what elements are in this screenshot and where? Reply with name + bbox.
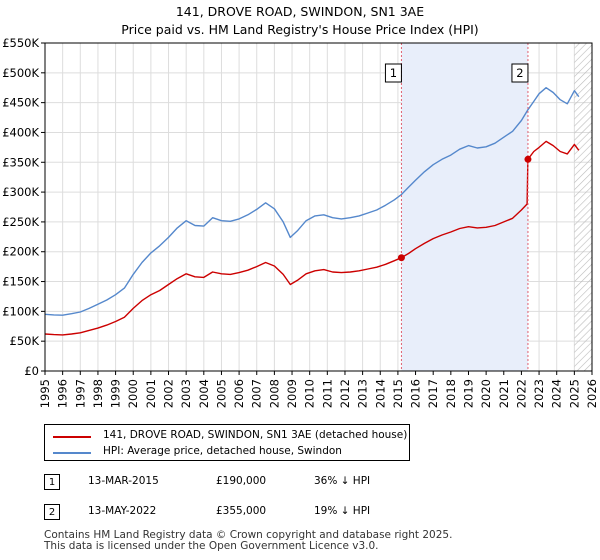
transaction-number: 2 [44, 504, 60, 520]
sale-marker-label: 1 [390, 66, 397, 80]
transaction-date: 13-MAR-2015 [88, 475, 159, 487]
y-tick-label: £450K [2, 96, 39, 110]
hpi-line [45, 87, 580, 316]
x-tick-label: 2019 [461, 379, 475, 408]
x-tick-label: 2015 [391, 379, 405, 408]
sale-marker-box [384, 63, 402, 83]
x-tick-label: 2008 [267, 379, 281, 408]
x-tick-label: 1997 [73, 379, 87, 408]
sale-point [397, 254, 405, 262]
x-tick-label: 2000 [126, 379, 140, 408]
x-tick-label: 2001 [144, 379, 158, 408]
transaction-price: £190,000 [216, 475, 267, 487]
y-tick-label: £400K [2, 125, 39, 139]
x-tick-label: 2005 [214, 379, 228, 408]
x-tick-label: 2002 [162, 379, 176, 408]
footer-license: This data is licensed under the Open Gov… [44, 540, 379, 552]
x-tick-label: 1999 [109, 379, 123, 408]
chart-subtitle: Price paid vs. HM Land Registry's House … [121, 22, 479, 37]
x-tick-label: 2016 [409, 379, 423, 408]
x-tick-label: 2022 [514, 379, 528, 408]
y-tick-label: £300K [2, 185, 39, 199]
transaction-hpi-diff: 36% ↓ HPI [314, 475, 371, 487]
y-tick-label: £350K [2, 155, 39, 169]
sale-point [524, 155, 532, 163]
x-tick-label: 1998 [91, 379, 105, 408]
x-tick-label: 2006 [232, 379, 246, 408]
plot-frame [44, 42, 593, 372]
y-tick-label: £50K [10, 334, 40, 348]
x-tick-label: 2017 [426, 379, 440, 408]
x-tick-label: 2010 [303, 379, 317, 408]
x-tick-label: 2011 [320, 379, 334, 408]
sale-marker-label: 2 [516, 66, 523, 80]
sale-period-shading [401, 43, 528, 371]
y-tick-label: £500K [2, 66, 39, 80]
x-tick-label: 2014 [373, 379, 387, 408]
x-tick-label: 2012 [338, 379, 352, 408]
legend: 141, DROVE ROAD, SWINDON, SN1 3AE (detac… [44, 424, 410, 461]
y-tick-label: £150K [2, 275, 39, 289]
y-tick-label: £200K [2, 245, 39, 259]
footer: Contains HM Land Registry data © Crown c… [44, 530, 452, 552]
transaction-date: 13-MAY-2022 [88, 505, 157, 517]
x-tick-label: 1995 [38, 379, 52, 408]
transaction-hpi-diff: 19% ↓ HPI [314, 505, 371, 517]
x-tick-label: 2009 [285, 379, 299, 408]
x-tick-label: 2026 [585, 379, 599, 408]
x-tick-label: 2004 [197, 379, 211, 408]
footer-copyright: Contains HM Land Registry data © Crown c… [44, 529, 453, 541]
legend-swatch-hpi [53, 452, 91, 454]
transaction-price: £355,000 [216, 505, 267, 517]
y-tick-label: £250K [2, 215, 39, 229]
y-tick-label: £0 [24, 364, 39, 378]
x-tick-label: 2018 [444, 379, 458, 408]
legend-swatch-property [53, 436, 91, 438]
x-tick-label: 2003 [179, 379, 193, 408]
property-price-line [45, 140, 580, 336]
y-tick-label: £550K [2, 36, 39, 50]
legend-label-hpi: HPI: Average price, detached house, Swin… [103, 445, 342, 457]
legend-label-property: 141, DROVE ROAD, SWINDON, SN1 3AE (detac… [103, 429, 408, 441]
transaction-number: 1 [44, 474, 60, 490]
x-tick-label: 2023 [532, 379, 546, 408]
x-tick-label: 2025 [567, 379, 581, 408]
x-tick-label: 2021 [497, 379, 511, 408]
x-tick-label: 2013 [356, 379, 370, 408]
x-tick-label: 2007 [250, 379, 264, 408]
price-chart: 1 2 £0 £50K £100K £150K £200K £250K £300K £350K £… [2, 36, 599, 408]
x-tick-label: 2024 [550, 379, 564, 408]
forecast-hatch [574, 43, 592, 371]
x-tick-label: 2020 [479, 379, 493, 408]
chart-title: 141, DROVE ROAD, SWINDON, SN1 3AE [175, 4, 425, 19]
y-tick-label: £100K [2, 304, 39, 318]
x-tick-label: 1996 [56, 379, 70, 408]
sale-marker-box [511, 63, 529, 83]
